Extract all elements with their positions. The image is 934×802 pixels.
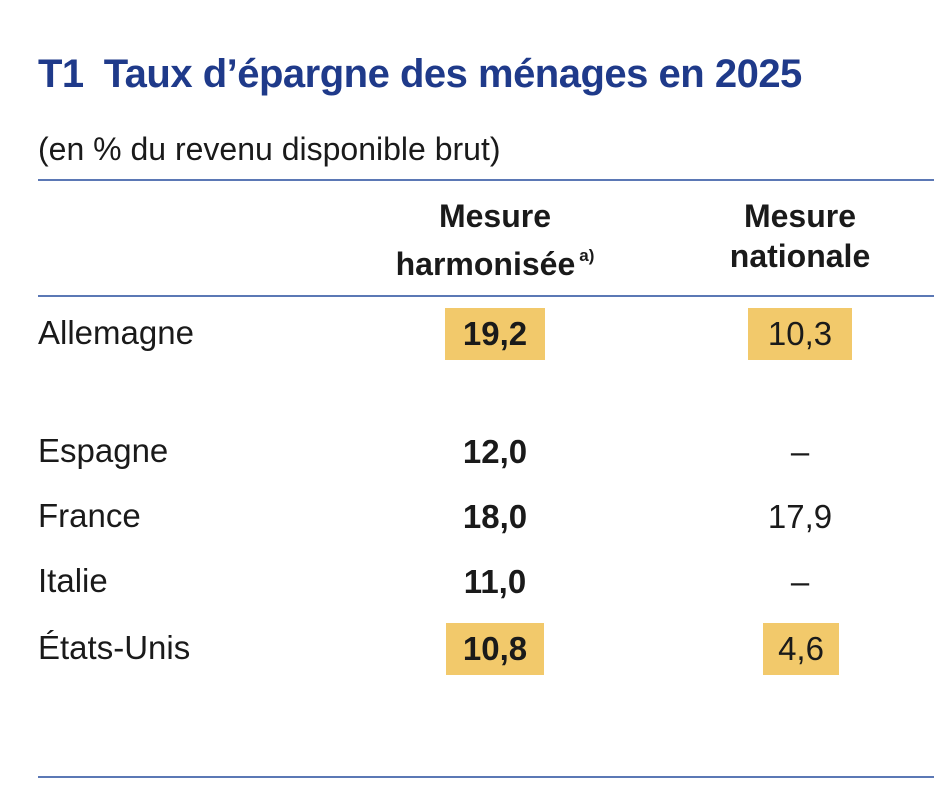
country-label: France: [38, 497, 141, 534]
harmonised-value: 19,2: [445, 308, 545, 360]
national-value: 10,3: [748, 308, 852, 360]
column-header-national-line1: Mesure: [743, 198, 857, 234]
harmonised-value: 11,0: [463, 563, 527, 600]
table-title: T1 Taux d’épargne des ménages en 2025: [38, 52, 802, 97]
harmonised-value: 12,0: [462, 433, 528, 470]
country-label: Espagne: [38, 432, 169, 469]
bottom-rule: [38, 776, 934, 778]
table-row: France 18,0 17,9: [0, 491, 934, 541]
national-value: –: [790, 563, 810, 600]
table-subtitle: (en % du revenu disponible brut): [38, 131, 501, 167]
country-label: Italie: [38, 562, 108, 599]
table-row: Italie 11,0 –: [0, 556, 934, 606]
table-title-text: Taux d’épargne des ménages en 2025: [103, 52, 803, 96]
column-header-national-line2: nationale: [729, 238, 871, 274]
table-code: T1: [38, 52, 84, 96]
table-row: Espagne 12,0 –: [0, 426, 934, 476]
column-header-harmonised: Mesure harmonisée a): [355, 196, 635, 284]
column-header-harmonised-line1: Mesure: [438, 198, 552, 234]
header-rule: [38, 295, 934, 297]
national-value: 4,6: [763, 623, 839, 675]
column-header-harmonised-line2: harmonisée: [395, 246, 576, 282]
footnote-marker: a): [579, 246, 595, 265]
country-label: Allemagne: [38, 314, 194, 351]
country-label: États-Unis: [38, 629, 191, 666]
table-row: États-Unis 10,8 4,6: [0, 623, 934, 675]
column-header-national: Mesure nationale: [680, 196, 920, 276]
top-rule: [38, 179, 934, 181]
national-value: 17,9: [767, 498, 833, 535]
harmonised-value: 18,0: [462, 498, 528, 535]
national-value: –: [790, 433, 810, 470]
table-row: Allemagne 19,2 10,3: [0, 308, 934, 360]
harmonised-value: 10,8: [446, 623, 544, 675]
